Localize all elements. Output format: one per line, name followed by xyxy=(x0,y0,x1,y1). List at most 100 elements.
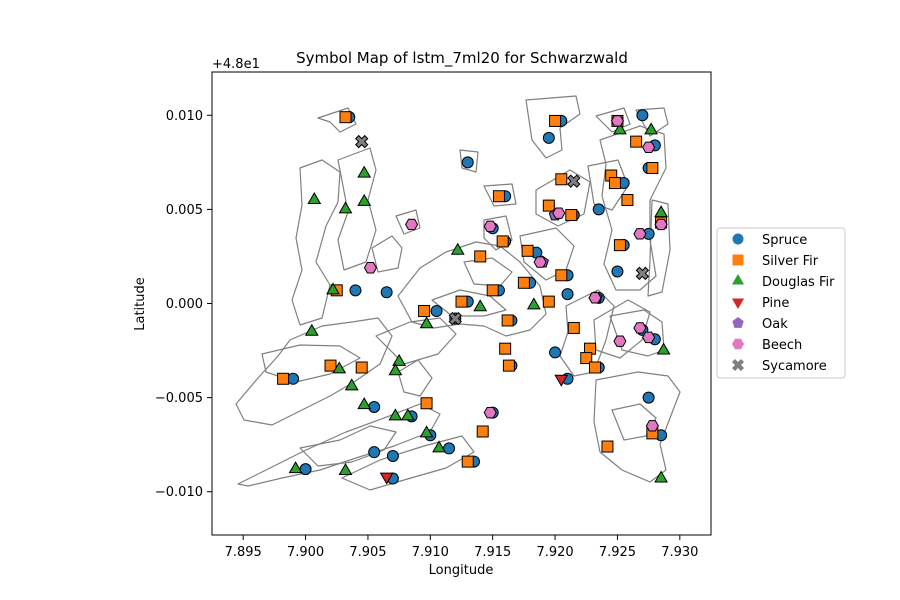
silver-fir-point xyxy=(542,199,555,212)
douglas-fir-point xyxy=(288,461,303,474)
region-outline xyxy=(261,344,361,383)
beech-point xyxy=(654,218,668,231)
spruce-point xyxy=(636,109,649,122)
legend: Spruce Silver Fir Douglas Fir Pine Oak Beech S… xyxy=(716,227,846,379)
y-axis-label: Latitude xyxy=(133,277,148,331)
region-outline xyxy=(395,209,421,235)
legend-label-sycamore: Sycamore xyxy=(762,359,827,374)
beech-point xyxy=(642,141,656,153)
silver-fir-point xyxy=(496,235,509,248)
beech-point xyxy=(363,262,378,274)
douglas-fir-point xyxy=(338,201,353,214)
douglas-fir-point xyxy=(357,165,372,178)
silver-fir-point xyxy=(588,361,601,374)
pine-point xyxy=(554,374,569,387)
spruce-point xyxy=(430,305,443,318)
silver-fir-point xyxy=(486,284,499,297)
region-outline xyxy=(459,149,479,173)
x-axis-label: Longitude xyxy=(429,563,494,578)
region-outline xyxy=(647,199,671,297)
douglas-fir-point xyxy=(392,353,407,366)
y-tick-label: 0.005 xyxy=(166,203,203,218)
x-tick-label: 7.925 xyxy=(599,545,636,560)
silver-fir-point xyxy=(608,177,621,190)
region-outline xyxy=(593,371,681,483)
silver-fir-point xyxy=(601,440,614,453)
sycamore-point xyxy=(567,174,581,188)
y-tick-label: 0.000 xyxy=(166,297,203,312)
douglas-fir-point xyxy=(307,191,322,204)
region-outline xyxy=(235,317,393,426)
spruce-point xyxy=(611,265,624,278)
region-outline xyxy=(397,359,433,397)
legend-frame xyxy=(716,227,846,379)
y-offset-label: +4.8e1 xyxy=(212,57,260,72)
region-outline xyxy=(483,183,517,207)
douglas-fir-point xyxy=(644,122,659,135)
region-outline xyxy=(371,235,403,273)
y-tick-label: 0.010 xyxy=(166,109,203,124)
silver-fir-point xyxy=(499,342,512,355)
silver-fir-point xyxy=(501,314,514,327)
data-markers xyxy=(277,109,671,485)
silver-fir-point xyxy=(542,295,555,308)
douglas-fir-point xyxy=(473,299,488,312)
silver-fir-point xyxy=(555,269,568,282)
douglas-fir-point xyxy=(450,242,465,255)
silver-fir-point xyxy=(555,173,568,186)
legend-marker-spruce xyxy=(732,233,744,245)
region-outline xyxy=(337,147,377,271)
region-outline xyxy=(599,125,667,291)
legend-marker-pine xyxy=(731,298,745,309)
douglas-fir-point xyxy=(419,316,434,329)
douglas-fir-point xyxy=(304,323,319,336)
spruce-point xyxy=(380,286,393,299)
silver-fir-point xyxy=(474,250,487,263)
legend-marker-silver-fir xyxy=(732,254,744,266)
douglas-fir-point xyxy=(400,408,415,421)
region-outline xyxy=(299,425,397,467)
spruce-point xyxy=(592,203,605,216)
silver-fir-point xyxy=(339,111,352,124)
douglas-fir-point xyxy=(613,122,627,135)
silver-fir-point xyxy=(455,295,468,308)
silver-fir-point xyxy=(517,276,530,289)
beech-point xyxy=(483,220,497,233)
beech-point xyxy=(533,256,547,268)
silver-fir-point xyxy=(613,239,626,252)
douglas-fir-point xyxy=(526,297,541,310)
beech-point xyxy=(483,406,497,419)
legend-marker-oak xyxy=(732,317,744,328)
silver-fir-point xyxy=(355,361,368,374)
silver-fir-point xyxy=(418,305,431,318)
silver-fir-point xyxy=(476,425,489,438)
legend-marker-douglas-fir xyxy=(731,274,745,285)
sycamore-point xyxy=(448,311,462,326)
beech-point xyxy=(588,292,602,304)
spruce-point xyxy=(461,156,474,169)
spruce-point xyxy=(549,346,562,359)
spruce-point xyxy=(368,446,381,459)
region-outline xyxy=(291,159,341,326)
pine-point xyxy=(379,472,394,485)
spruce-point xyxy=(542,131,555,144)
legend-label-douglas-fir: Douglas Fir xyxy=(762,275,835,290)
beech-point xyxy=(633,228,647,240)
region-outline xyxy=(635,107,669,137)
region-outline xyxy=(587,159,629,211)
region-outline xyxy=(317,107,357,133)
beech-point xyxy=(610,115,625,127)
douglas-fir-point xyxy=(419,425,434,438)
spruce-point xyxy=(642,391,655,404)
chart-title: Symbol Map of lstm_7ml20 for Schwarzwald xyxy=(296,49,628,68)
region-outline xyxy=(535,169,591,227)
sycamore-point xyxy=(354,134,369,149)
beech-point xyxy=(552,207,566,219)
douglas-fir-point xyxy=(344,378,359,391)
beech-point xyxy=(613,335,627,347)
douglas-fir-point xyxy=(357,397,372,410)
x-tick-label: 7.895 xyxy=(225,545,262,560)
silver-fir-point xyxy=(420,397,433,410)
douglas-fir-point xyxy=(656,342,671,355)
